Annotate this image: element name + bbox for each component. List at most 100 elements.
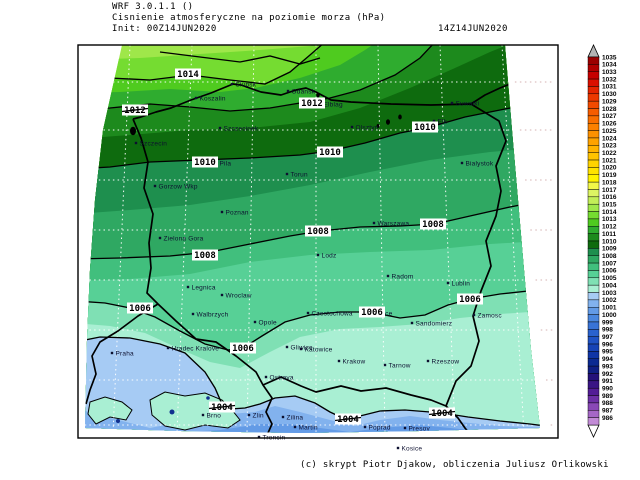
contour-label-box bbox=[175, 68, 201, 80]
city-marker bbox=[337, 359, 341, 363]
city-label: Opole bbox=[259, 319, 278, 326]
contour-label: 1006 bbox=[232, 344, 254, 354]
colorbar-swatch bbox=[587, 226, 600, 234]
colorbar-label: 1019 bbox=[602, 172, 617, 179]
contour-label-box bbox=[305, 225, 331, 237]
contour-label-box bbox=[457, 293, 483, 305]
colorbar-label: 1028 bbox=[602, 106, 617, 113]
colorbar-label: 996 bbox=[602, 341, 613, 348]
city-label: Radom bbox=[392, 273, 414, 280]
country-border bbox=[132, 83, 507, 407]
colorbar-label: 1016 bbox=[602, 194, 617, 201]
city-label: Szczecinek bbox=[224, 125, 259, 132]
city-label: Brno bbox=[207, 412, 222, 419]
colorbar-label: 1015 bbox=[602, 202, 617, 209]
contour-label: 1004 bbox=[431, 409, 453, 419]
colorbar-swatch bbox=[587, 307, 600, 315]
city-label: Zielona Gora bbox=[164, 235, 204, 242]
lake bbox=[316, 92, 320, 98]
city-marker bbox=[218, 126, 222, 130]
low-pressure-speck bbox=[169, 409, 175, 415]
city-marker bbox=[372, 221, 376, 225]
colorbar-swatch bbox=[587, 196, 600, 205]
colorbar-swatch bbox=[587, 343, 600, 352]
colorbar-swatch bbox=[587, 71, 600, 80]
contour-label: 1010 bbox=[194, 158, 216, 168]
city-marker bbox=[191, 312, 195, 316]
colorbar-label: 990 bbox=[602, 386, 613, 393]
city-label: Warszawa bbox=[378, 220, 410, 227]
colorbar-top-triangle bbox=[587, 44, 600, 58]
city-label: Torun bbox=[291, 171, 308, 178]
colorbar-swatch bbox=[587, 233, 600, 242]
colorbar-label: 1018 bbox=[602, 179, 617, 186]
colorbar-swatch bbox=[587, 284, 600, 293]
country-border bbox=[470, 83, 511, 105]
colorbar-swatch bbox=[587, 402, 600, 411]
city-label: Bialystok bbox=[466, 160, 494, 167]
city-marker bbox=[450, 101, 454, 105]
lake bbox=[130, 126, 136, 136]
colorbar-label: 1020 bbox=[602, 165, 617, 172]
city-marker bbox=[316, 253, 320, 257]
contour-strike-line bbox=[334, 416, 362, 422]
colorbar-label: 1030 bbox=[602, 91, 617, 98]
contour-label: 1014 bbox=[177, 70, 199, 80]
graticule-meridian bbox=[377, 45, 386, 433]
plot-header: WRF 3.0.1.1 () Cisnienie atmosferyczne na… bbox=[112, 2, 385, 35]
low-pressure-speck bbox=[206, 396, 210, 400]
colorbar-swatch bbox=[587, 181, 600, 190]
contour-label: 1004 bbox=[337, 415, 359, 425]
city-marker bbox=[286, 89, 290, 93]
plot-frame bbox=[77, 44, 559, 439]
city-marker bbox=[166, 346, 170, 350]
colorbar-swatch bbox=[587, 167, 600, 175]
colorbar-swatch bbox=[587, 248, 600, 256]
colorbar-label: 1010 bbox=[602, 238, 617, 245]
contour-label-box bbox=[127, 302, 153, 314]
colorbar-label: 1034 bbox=[602, 62, 617, 69]
lake bbox=[398, 114, 402, 120]
colorbar-label: 991 bbox=[602, 378, 613, 385]
colorbar-label: 1007 bbox=[602, 260, 617, 267]
pressure-island bbox=[87, 396, 133, 425]
city-label: Suwalki bbox=[456, 100, 480, 107]
valid-time: 14Z14JUN2020 bbox=[438, 24, 508, 34]
colorbar-label: 1013 bbox=[602, 216, 617, 223]
colorbar-label: 988 bbox=[602, 400, 613, 407]
colorbar-label: 1009 bbox=[602, 246, 617, 253]
contour-label: 1006 bbox=[361, 308, 383, 318]
city-label: Presov bbox=[409, 425, 431, 432]
contour-label-box bbox=[192, 156, 218, 168]
colorbar-label: 1023 bbox=[602, 143, 617, 150]
contour-label-box bbox=[299, 97, 325, 109]
city-label: Ostrava bbox=[270, 374, 294, 381]
lake bbox=[386, 119, 390, 125]
colorbar-label: 1004 bbox=[602, 282, 617, 289]
contour-label-box bbox=[230, 342, 256, 354]
city-marker bbox=[472, 313, 476, 317]
colorbar: 1035103410331032103110301029102810271026… bbox=[587, 44, 617, 438]
city-label: Gdansk bbox=[292, 88, 316, 95]
contour-label: 1004 bbox=[211, 403, 233, 413]
city-label: Legnica bbox=[192, 284, 216, 291]
colorbar-label: 1002 bbox=[602, 297, 617, 304]
credit-line: (c) skrypt Piotr Djakow, obliczenia Juli… bbox=[300, 460, 609, 470]
city-marker bbox=[306, 311, 310, 315]
city-marker bbox=[396, 446, 400, 450]
colorbar-label: 994 bbox=[602, 356, 613, 363]
city-label: Elblag bbox=[324, 101, 343, 108]
colorbar-label: 995 bbox=[602, 349, 613, 356]
city-marker bbox=[293, 425, 297, 429]
colorbar-label: 1024 bbox=[602, 135, 617, 142]
city-label: Zlin bbox=[253, 412, 264, 419]
colorbar-label: 1025 bbox=[602, 128, 617, 135]
colorbar-label: 1008 bbox=[602, 253, 617, 260]
low-pressure-speck bbox=[116, 419, 120, 423]
city-marker bbox=[281, 415, 285, 419]
city-label: Sandomierz bbox=[416, 320, 453, 327]
city-marker bbox=[110, 351, 114, 355]
city-label: Gorzow Wkp bbox=[159, 183, 198, 190]
city-marker bbox=[386, 274, 390, 278]
contour-label: 1006 bbox=[129, 304, 151, 314]
